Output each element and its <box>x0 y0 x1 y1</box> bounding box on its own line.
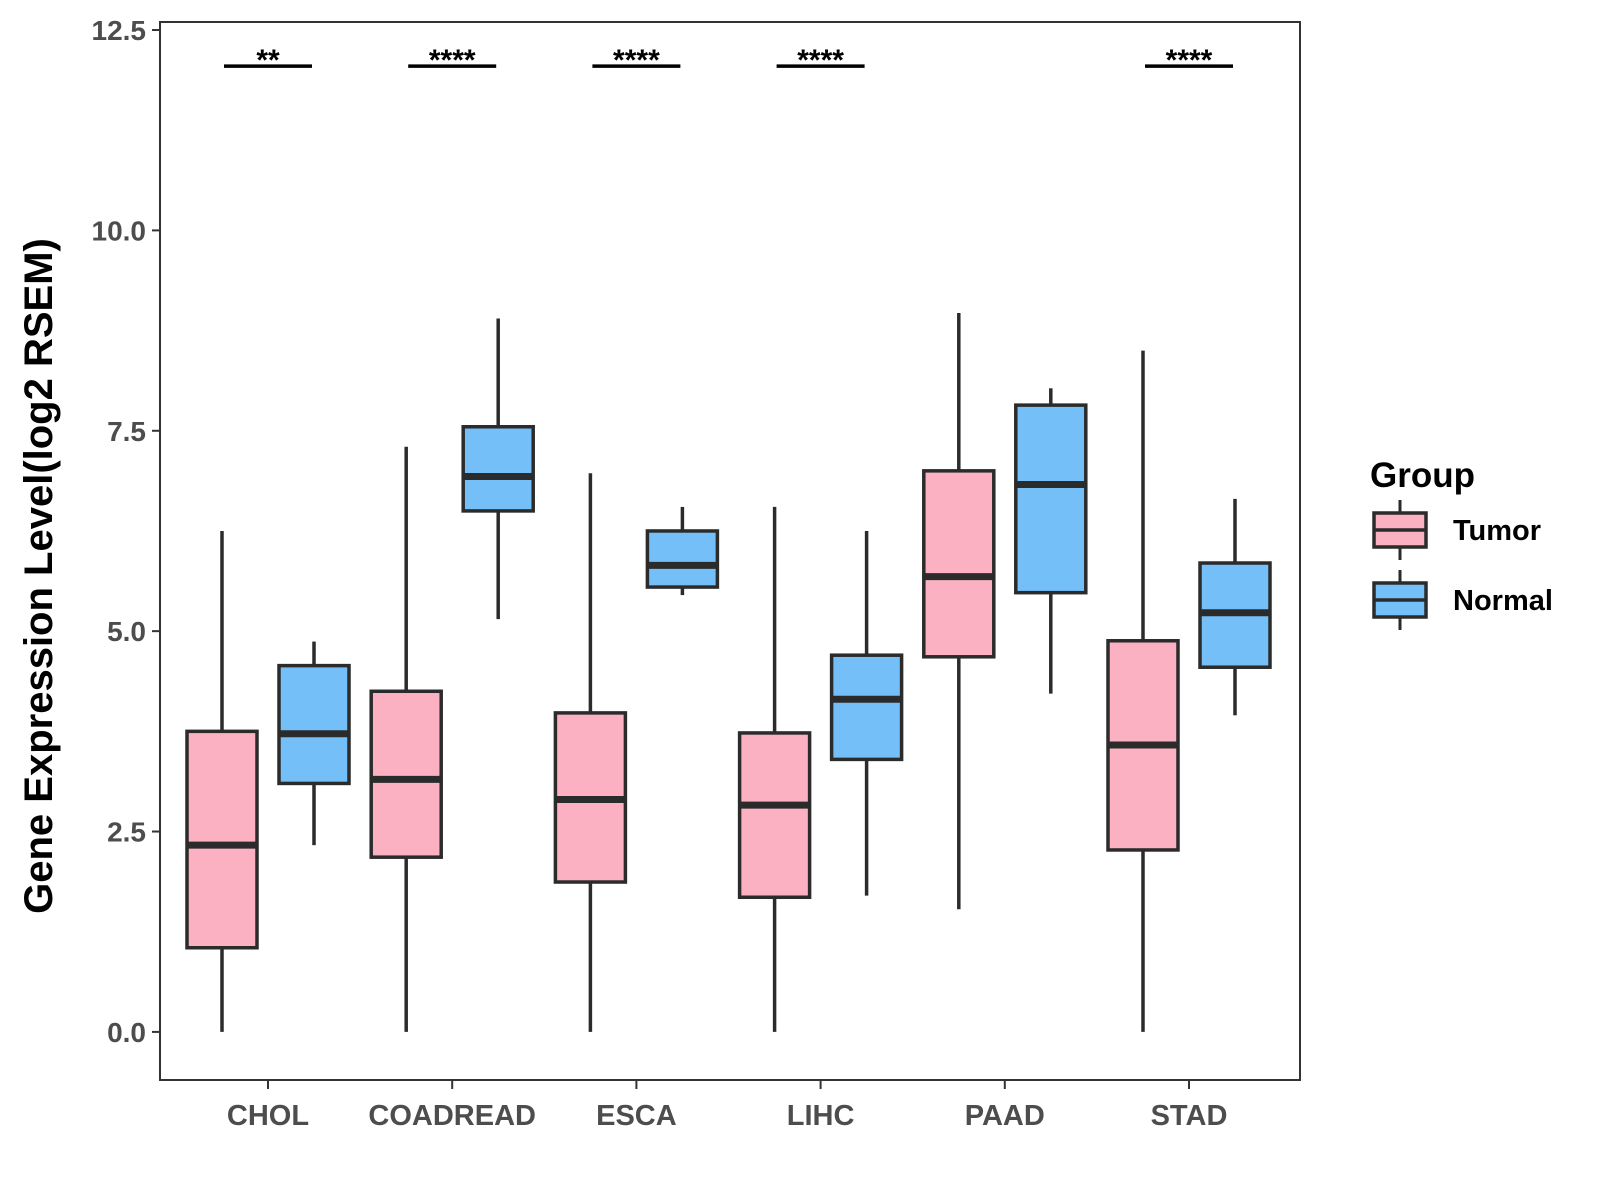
legend-item-normal: Normal <box>1372 570 1553 630</box>
box-normal-chol <box>277 641 351 846</box>
x-axis: CHOL COADREAD ESCA LIHC PAAD STAD <box>227 1080 1227 1132</box>
plot-area: ** **** **** **** **** <box>185 44 1272 1032</box>
y-axis: 0.0 2.5 5.0 7.5 10.0 12.5 <box>92 15 160 1048</box>
box-normal-coadread <box>461 318 535 620</box>
box-body <box>922 469 996 659</box>
significance-label: **** <box>613 44 660 77</box>
x-tick-label-lihc: LIHC <box>787 1100 855 1132</box>
box-normal-paad <box>1014 388 1088 694</box>
y-tick-label: 5.0 <box>107 616 146 647</box>
y-axis-title: Gene Expression Level(log2 RSEM) <box>17 238 61 914</box>
significance-lihc: **** <box>776 44 865 77</box>
y-tick-label: 2.5 <box>107 817 146 848</box>
box-tumor-lihc <box>737 506 812 1032</box>
box-body <box>369 689 443 859</box>
x-tick-label-coadread: COADREAD <box>368 1100 536 1132</box>
significance-label: ** <box>256 44 280 77</box>
box-body <box>1014 403 1088 595</box>
significance-label: **** <box>429 44 476 77</box>
legend-item-tumor: Tumor <box>1372 500 1541 560</box>
significance-esca: **** <box>592 44 681 77</box>
y-tick-label: 7.5 <box>107 416 146 447</box>
box-body <box>185 729 259 950</box>
significance-chol: ** <box>224 44 312 77</box>
y-tick-label: 10.0 <box>92 215 147 246</box>
box-normal-stad <box>1198 498 1272 716</box>
y-tick-label: 0.0 <box>107 1017 146 1048</box>
box-tumor-chol <box>185 530 259 1032</box>
legend-title: Group <box>1370 456 1475 495</box>
y-tick-label: 12.5 <box>92 15 147 46</box>
box-tumor-esca <box>553 473 628 1032</box>
box-body <box>737 731 812 900</box>
significance-label: **** <box>1166 44 1213 77</box>
x-tick-label-stad: STAD <box>1151 1100 1228 1132</box>
panel-border <box>159 21 1301 1081</box>
box-normal-lihc <box>829 530 904 896</box>
box-body <box>277 663 351 786</box>
box-tumor-paad <box>922 312 996 910</box>
legend-label: Tumor <box>1453 515 1541 547</box>
legend-items: Tumor Normal <box>1372 500 1553 630</box>
x-tick-label-paad: PAAD <box>965 1100 1045 1132</box>
box-tumor-stad <box>1106 350 1180 1032</box>
significance-label: **** <box>797 44 844 77</box>
box-tumor-coadread <box>369 446 443 1032</box>
x-tick-label-chol: CHOL <box>227 1100 309 1132</box>
box-body <box>461 425 535 513</box>
x-tick-label-esca: ESCA <box>596 1100 677 1132</box>
significance-coadread: **** <box>408 44 497 77</box>
legend-label: Normal <box>1453 585 1553 617</box>
box-body <box>645 529 720 589</box>
significance-stad: **** <box>1145 44 1233 77</box>
box-normal-esca <box>645 506 720 596</box>
legend: Group Tumor Normal <box>1370 456 1553 630</box>
box-body <box>829 653 904 762</box>
